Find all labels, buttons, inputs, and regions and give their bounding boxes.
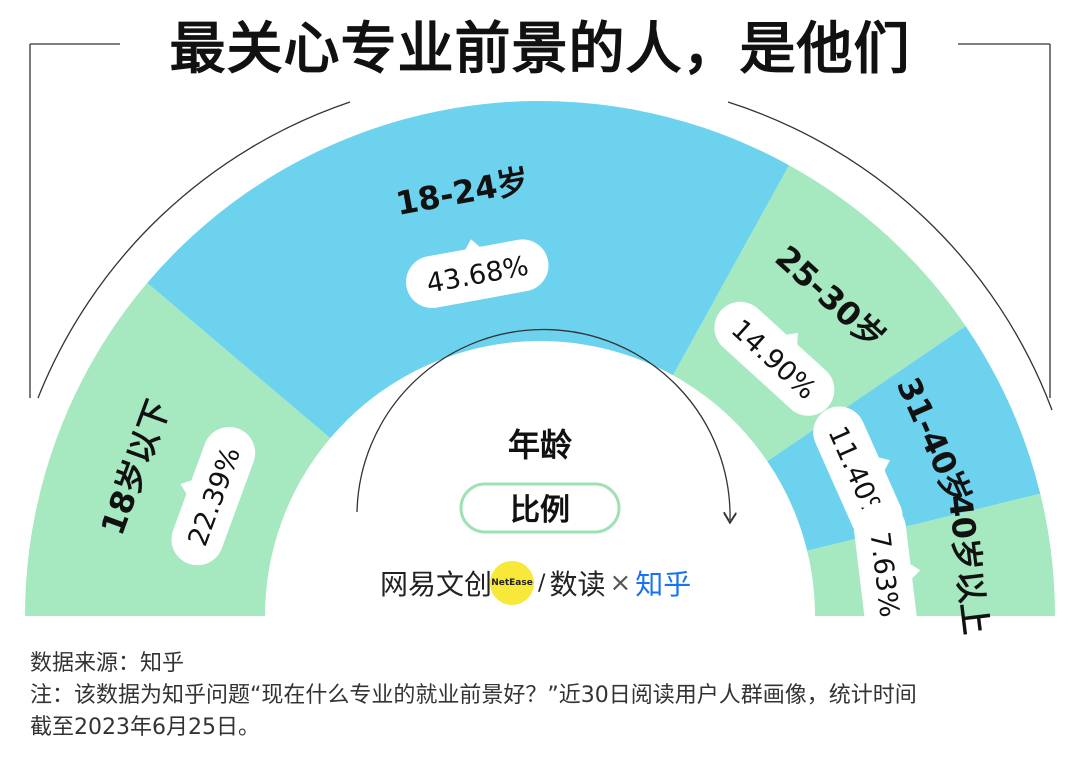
center-pill-bg <box>459 482 621 534</box>
value-pill-bg <box>406 239 549 308</box>
slice-3 <box>673 165 966 462</box>
netease-badge-icon: NetEase <box>490 561 535 605</box>
value-pill-pointer <box>877 457 890 472</box>
logo-row: 网易文创 NetEase / 数读 × 知乎 <box>380 558 740 608</box>
frame-lines <box>29 43 1053 411</box>
times-icon: × <box>609 568 632 598</box>
netease-logo: 网易文创 <box>380 568 493 601</box>
value-pill-pointer <box>464 239 481 251</box>
center-area <box>356 328 730 520</box>
center-title: 年龄 <box>508 426 572 464</box>
value-pill-pointer <box>180 479 193 496</box>
value-pill-pointer <box>785 332 798 346</box>
value-pill-5: 7.63% <box>854 502 921 647</box>
shudu-logo: 数读 <box>549 568 606 601</box>
value-pill-2: 43.68% <box>406 239 549 308</box>
value-pill-pointer <box>909 563 921 580</box>
logo-slash: / <box>538 570 546 596</box>
note-line-2: 截至2023年6月25日。 <box>30 715 260 740</box>
slice-1 <box>25 282 331 616</box>
value-pill-bg <box>854 502 918 647</box>
pie-slices <box>25 101 1055 616</box>
footnotes: 数据来源：知乎 注：该数据为知乎问题“现在什么专业的就业前景好？”近30日阅读用… <box>30 648 1060 744</box>
page-title: 最关心专业前景的人，是他们 <box>169 17 911 82</box>
slice-4 <box>767 326 1041 551</box>
data-source: 数据来源：知乎 <box>30 651 185 676</box>
zhihu-logo: 知乎 <box>635 568 692 601</box>
center-subtitle: 比例 <box>510 493 570 528</box>
value-pill-bg <box>714 301 835 416</box>
value-pill-bg <box>171 426 256 566</box>
note-line-1: 注：该数据为知乎问题“现在什么专业的就业前景好？”近30日阅读用户人群画像，统计… <box>30 683 917 708</box>
